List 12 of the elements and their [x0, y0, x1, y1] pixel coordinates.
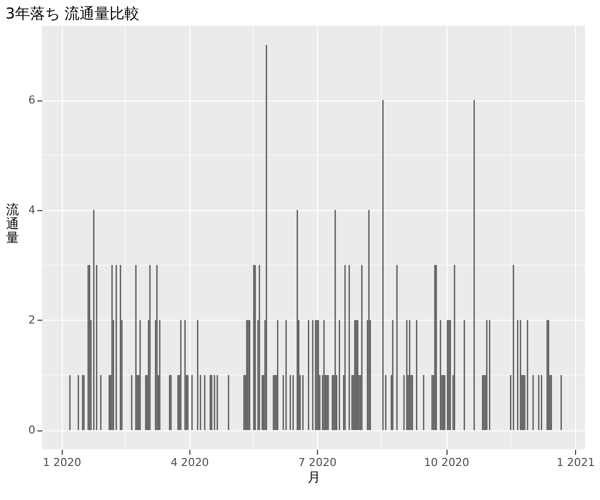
y-tick-label: 0 [28, 424, 36, 437]
y-tick-label: 4 [28, 204, 36, 217]
y-tick-label: 2 [28, 314, 36, 327]
y-axis-title: 流通量 [6, 202, 19, 246]
x-tick-label: 10 2020 [424, 456, 470, 469]
x-tick-label: 7 2020 [298, 456, 337, 469]
y-tick-label: 6 [28, 93, 36, 106]
x-tick-label: 4 2020 [170, 456, 209, 469]
x-tick-label: 1 2020 [42, 456, 82, 469]
x-axis-title: 月 [307, 470, 320, 486]
x-tick-label: 1 2021 [556, 456, 595, 469]
chart-title: 3年落ち 流通量比較 [5, 4, 140, 23]
